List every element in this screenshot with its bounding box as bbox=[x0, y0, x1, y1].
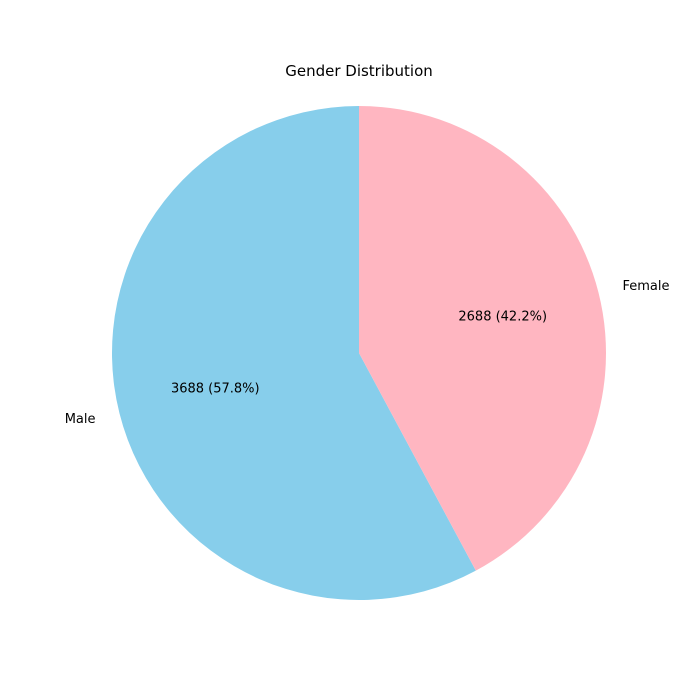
pie-slice-female bbox=[359, 106, 606, 571]
category-label-female: Female bbox=[622, 279, 669, 294]
value-label-female: 2688 (42.2%) bbox=[458, 309, 547, 324]
pie-labels: Male 3688 (57.8%) Female 2688 (42.2%) bbox=[65, 279, 670, 427]
chart-title: Gender Distribution bbox=[285, 62, 433, 80]
pie-slice-male bbox=[112, 106, 476, 600]
value-label-male: 3688 (57.8%) bbox=[171, 382, 260, 397]
category-label-male: Male bbox=[65, 412, 96, 427]
pie-slices bbox=[112, 106, 606, 600]
